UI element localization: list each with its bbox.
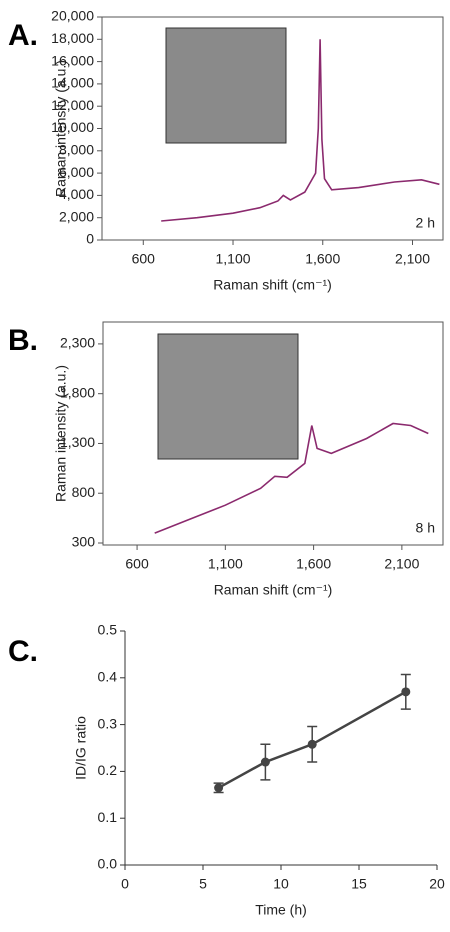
y-tick-label: 0.1 bbox=[98, 809, 118, 825]
data-point bbox=[307, 739, 317, 749]
y-tick-label: 18,000 bbox=[51, 30, 94, 46]
y-tick-label: 16,000 bbox=[51, 52, 94, 68]
y-tick-label: 0.0 bbox=[98, 856, 118, 872]
x-axis-title: Raman shift (cm⁻¹) bbox=[213, 277, 332, 293]
y-axis-title: ID/IG ratio bbox=[73, 716, 89, 780]
y-tick-label: 8,000 bbox=[59, 142, 94, 158]
spectrum-line bbox=[161, 39, 440, 222]
x-axis-title: Time (h) bbox=[255, 902, 307, 918]
data-point bbox=[260, 757, 270, 767]
spectrum-line bbox=[154, 422, 429, 534]
inset-image bbox=[165, 27, 287, 144]
y-tick-label: 0.2 bbox=[98, 762, 118, 778]
x-tick-label: 600 bbox=[125, 556, 149, 572]
y-tick-label: 20,000 bbox=[51, 8, 94, 24]
x-tick-label: 0 bbox=[121, 876, 129, 892]
x-tick-label: 1,600 bbox=[296, 556, 331, 572]
inset-image bbox=[157, 333, 299, 460]
y-tick-label: 12,000 bbox=[51, 97, 94, 113]
x-tick-label: 5 bbox=[199, 876, 207, 892]
y-tick-label: 800 bbox=[72, 484, 96, 500]
y-tick-label: 1,300 bbox=[60, 434, 95, 450]
trend-line bbox=[217, 690, 407, 789]
x-tick-label: 1,100 bbox=[208, 556, 243, 572]
x-tick-label: 2,100 bbox=[384, 556, 419, 572]
y-tick-label: 1,800 bbox=[60, 384, 95, 400]
y-tick-label: 4,000 bbox=[59, 186, 94, 202]
annotation: 8 h bbox=[416, 520, 435, 536]
x-tick-label: 20 bbox=[429, 876, 445, 892]
y-tick-label: 2,000 bbox=[59, 208, 94, 224]
y-tick-label: 0.5 bbox=[98, 622, 118, 638]
panel-label: C. bbox=[8, 635, 38, 668]
y-tick-label: 2,300 bbox=[60, 335, 95, 351]
y-axis-title: Raman intensity (a.u.) bbox=[53, 60, 69, 197]
y-tick-label: 14,000 bbox=[51, 75, 94, 91]
x-tick-label: 15 bbox=[351, 876, 367, 892]
y-axis-title: Raman intensity (a.u.) bbox=[53, 365, 69, 502]
plot-frame bbox=[102, 321, 444, 546]
y-tick-label: 300 bbox=[72, 534, 96, 550]
data-point bbox=[401, 687, 411, 697]
panel-label: B. bbox=[8, 324, 38, 357]
y-tick-label: 10,000 bbox=[51, 119, 94, 135]
y-tick-label: 6,000 bbox=[59, 164, 94, 180]
y-tick-label: 0 bbox=[86, 231, 94, 247]
y-tick-label: 0.4 bbox=[98, 669, 118, 685]
x-tick-label: 1,100 bbox=[215, 251, 250, 267]
x-tick-label: 10 bbox=[273, 876, 289, 892]
x-tick-label: 1,600 bbox=[305, 251, 340, 267]
panel-label: A. bbox=[8, 19, 38, 52]
x-axis-title: Raman shift (cm⁻¹) bbox=[214, 582, 333, 598]
data-point bbox=[214, 783, 224, 793]
y-tick-label: 0.3 bbox=[98, 715, 118, 731]
x-tick-label: 2,100 bbox=[395, 251, 430, 267]
x-tick-label: 600 bbox=[132, 251, 156, 267]
annotation: 2 h bbox=[416, 215, 435, 231]
